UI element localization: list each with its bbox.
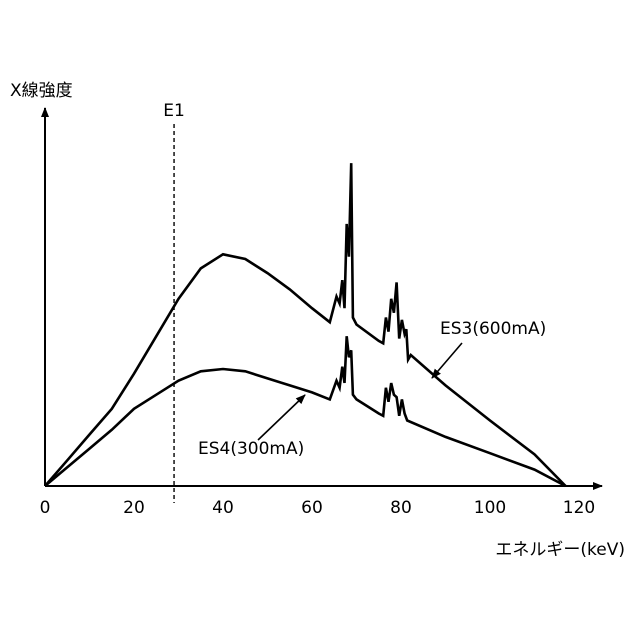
x-tick-labels: 0 20 40 60 80 100 120	[40, 498, 596, 518]
x-tick-label-120: 120	[563, 498, 595, 518]
series-labels: ES3(600mA) ES4(300mA)	[198, 319, 546, 459]
series-line-es4	[45, 336, 566, 486]
annotation-markers: E1	[163, 101, 185, 503]
y-axis-title: X線強度	[10, 81, 73, 101]
x-tick-label-40: 40	[212, 498, 234, 518]
leader-arrow-es4	[258, 395, 305, 440]
marker-label-e1: E1	[163, 101, 185, 121]
series-label-es4: ES4(300mA)	[198, 439, 304, 459]
series-label-es3: ES3(600mA)	[440, 319, 546, 339]
x-tick-label-20: 20	[123, 498, 145, 518]
leader-arrow-es3	[432, 343, 462, 378]
x-tick-label-60: 60	[301, 498, 323, 518]
x-axis-title: エネルギー(keV)	[495, 540, 625, 560]
x-tick-label-80: 80	[390, 498, 412, 518]
x-tick-label-0: 0	[40, 498, 51, 518]
x-tick-label-100: 100	[474, 498, 506, 518]
